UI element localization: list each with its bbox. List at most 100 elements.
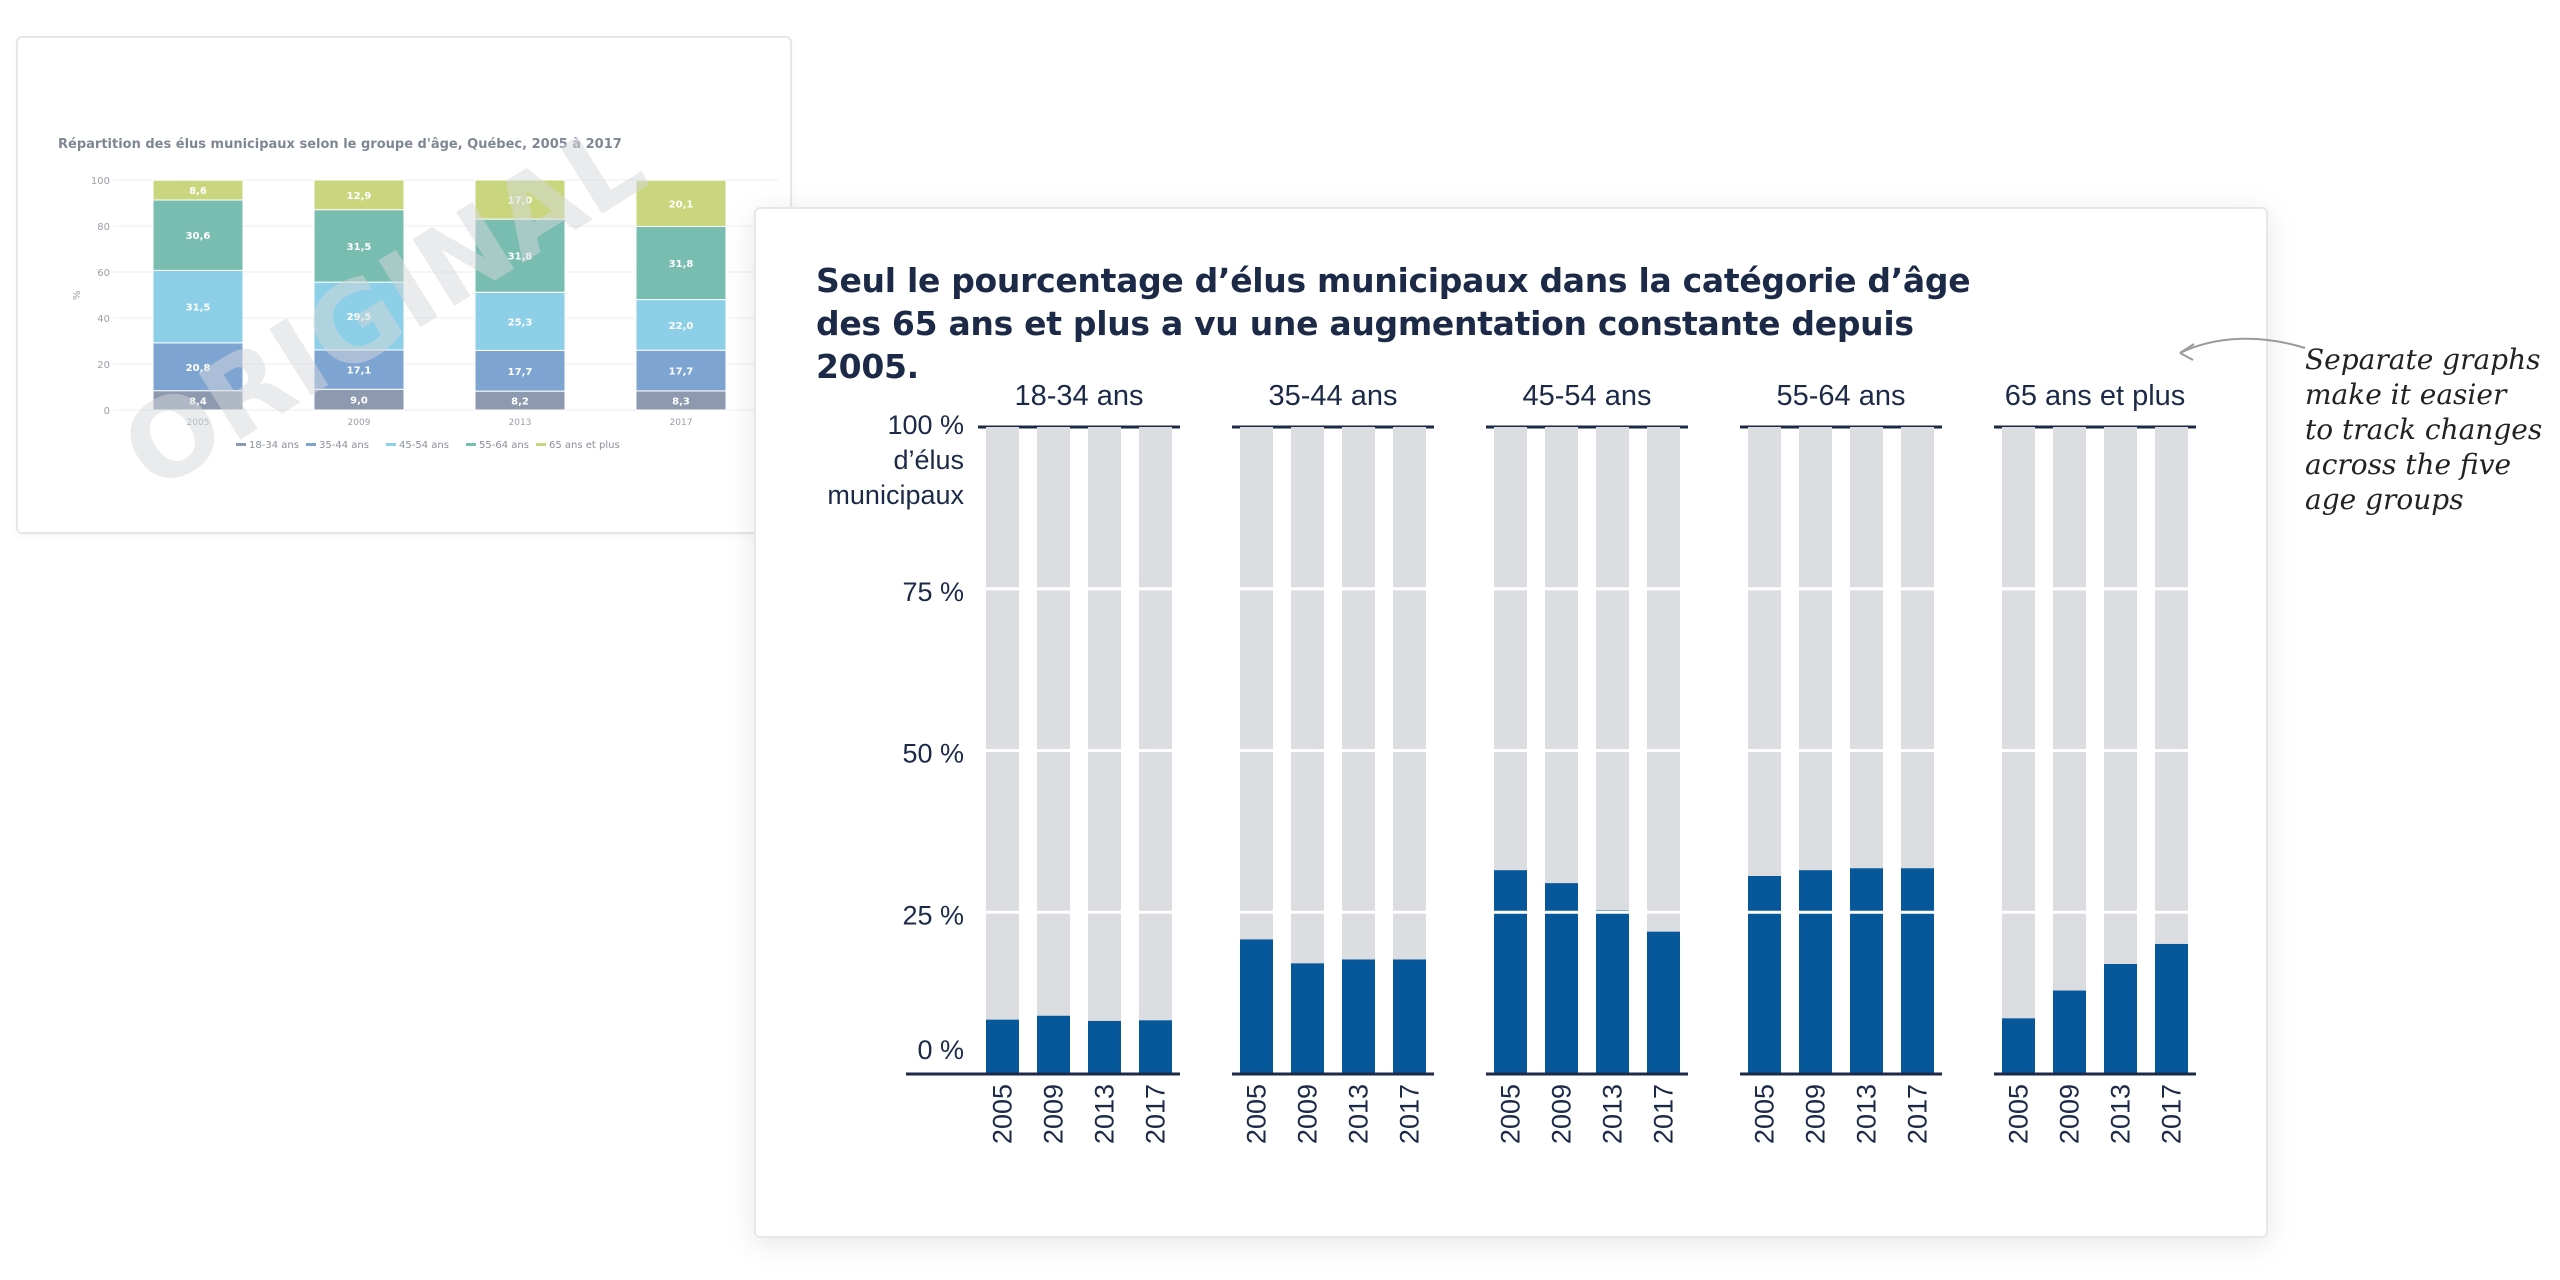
y-tick-label: 75 % [902,577,964,607]
original-y-tick-label: 100 [91,176,110,187]
original-y-tick-label: 40 [97,314,110,325]
original-bar-segment [313,281,405,351]
x-tick-label: 2005 [988,1084,1018,1144]
original-segment-label: 17,7 [669,367,694,378]
bar [1494,870,1527,1074]
original-segment-label: 20,1 [669,199,694,210]
annotation-line: make it easier [2305,378,2507,411]
panel-title: 18-34 ans [1015,380,1144,412]
original-segment-label: 8,2 [511,397,529,408]
original-segment-label: 20,8 [186,363,211,374]
redesigned-chart-card: Seul le pourcentage d’élus municipaux da… [754,207,2268,1238]
original-bar-segment [635,299,727,351]
bar [1850,868,1883,1074]
x-tick-label: 2009 [2055,1084,2085,1144]
annotation-line: across the five [2305,448,2512,481]
annotation-line: to track changes [2305,413,2543,446]
original-segment-label: 9,0 [350,396,368,407]
bar [1088,1020,1121,1074]
original-segment-label: 17,1 [347,366,372,377]
original-segment-label: 17,0 [508,196,533,207]
original-bar-segment [313,179,405,211]
bar [1037,1015,1070,1074]
original-y-axis-label: % [72,290,83,300]
original-segment-label: 8,4 [189,396,207,407]
x-tick-label: 2005 [1496,1084,1526,1144]
bar [1139,1020,1172,1074]
original-segment-label: 12,9 [347,191,372,202]
x-tick-label: 2009 [1293,1084,1323,1144]
original-x-tick-label: 2005 [187,418,210,428]
bar [1799,870,1832,1074]
small-multiples-chart: 0 % 25 % 50 % 75 % 100 % d’élus municipaux 18-3… [827,380,2196,1144]
panel-title: 45-54 ans [1523,380,1652,412]
original-segment-label: 31,5 [347,242,372,253]
original-stacked-chart: Répartition des élus municipaux selon le… [58,99,778,516]
x-tick-label: 2017 [1395,1084,1425,1144]
bar [2104,964,2137,1074]
x-tick-label: 2013 [2106,1084,2136,1144]
bar [1596,910,1629,1074]
annotation-line: age groups [2305,483,2464,516]
bar [1545,883,1578,1074]
original-legend-label: 35-44 ans [319,440,369,451]
original-segment-label: 30,6 [186,231,211,242]
y-tick-label: 50 % [902,739,964,769]
original-bar-segment [152,342,244,392]
bar [2002,1018,2035,1074]
x-tick-label: 2013 [1598,1084,1628,1144]
bar [1240,939,1273,1074]
bar [1291,963,1324,1074]
original-legend-swatch [386,443,396,446]
original-legend-label: 55-64 ans [479,440,529,451]
annotation-note: Separate graphs make it easier to track … [2305,342,2560,517]
original-legend-label: 18-34 ans [249,440,299,451]
bar [2053,990,2086,1074]
original-segment-label: 17,7 [508,367,533,378]
original-legend-swatch [306,443,316,446]
original-y-tick-label: 80 [97,222,110,233]
bar [1901,868,1934,1074]
bar [1393,959,1426,1074]
original-chart-card: Répartition des élus municipaux selon le… [16,36,792,534]
original-x-tick-label: 2009 [348,418,371,428]
original-y-tick-label: 20 [97,360,110,371]
panel-title: 65 ans et plus [2005,380,2186,412]
original-x-tick-label: 2013 [509,418,532,428]
x-tick-label: 2017 [1141,1084,1171,1144]
annotation-line: Separate graphs [2305,343,2541,376]
x-tick-label: 2009 [1801,1084,1831,1144]
original-segment-label: 8,6 [189,186,207,197]
bar [2155,943,2188,1074]
original-bar-segment [635,349,727,392]
bar [1647,931,1680,1074]
original-bar-segment [152,179,244,201]
original-bar-segment [152,199,244,271]
original-bar-segment [474,349,566,392]
original-x-tick-label: 2017 [670,418,693,428]
y-tick-label: 25 % [902,900,964,930]
x-tick-label: 2017 [2157,1084,2187,1144]
x-tick-label: 2005 [1242,1084,1272,1144]
original-bar-segment [474,218,566,293]
x-tick-label: 2009 [1039,1084,1069,1144]
bar [986,1019,1019,1074]
original-legend-label: 45-54 ans [399,440,449,451]
original-legend-label: 65 ans et plus [549,440,620,451]
original-y-tick-label: 0 [104,406,110,417]
y-tick-label: 100 % [887,410,964,440]
x-tick-label: 2013 [1090,1084,1120,1144]
original-legend-swatch [236,443,246,446]
original-bar-segment [313,349,405,390]
bar [1342,959,1375,1074]
annotation-arrow-icon [2179,337,2306,361]
original-legend-swatch [536,443,546,446]
panel-title: 35-44 ans [1269,380,1398,412]
x-tick-label: 2005 [1750,1084,1780,1144]
chart-title: Seul le pourcentage d’élus municipaux da… [816,261,1971,386]
x-tick-label: 2017 [1649,1084,1679,1144]
y-tick-label: 0 % [917,1035,964,1065]
original-segment-label: 8,3 [672,396,690,407]
x-tick-label: 2013 [1344,1084,1374,1144]
x-tick-label: 2009 [1547,1084,1577,1144]
